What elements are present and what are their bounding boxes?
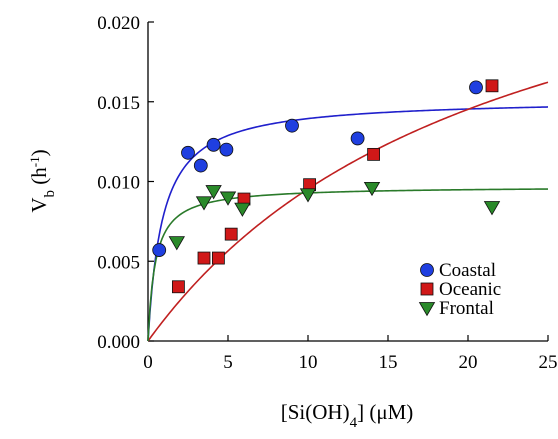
data-point-coastal bbox=[193, 158, 208, 173]
x-axis-label-sub: 4 bbox=[350, 415, 358, 431]
y-tick-label: 0.000 bbox=[97, 332, 140, 353]
y-tick-label: 0.015 bbox=[97, 93, 140, 114]
y-tick-label: 0.005 bbox=[97, 252, 140, 273]
x-axis-label: [Si(OH)4] (μM) bbox=[281, 400, 414, 431]
x-tick-label: 25 bbox=[539, 352, 558, 373]
fit-curve-frontal bbox=[147, 188, 549, 342]
legend-marker-coastal bbox=[420, 263, 434, 277]
y-axis-label-base: V bbox=[27, 197, 51, 212]
y-tick-label: 0.010 bbox=[97, 173, 140, 194]
data-point-oceanic bbox=[211, 251, 225, 265]
x-tick-label: 15 bbox=[379, 352, 398, 373]
y-axis-label-mid: (h bbox=[27, 167, 51, 190]
data-point-frontal bbox=[168, 236, 185, 251]
x-tick-label: 10 bbox=[299, 352, 318, 373]
y-axis-label-sup: -1 bbox=[27, 156, 42, 167]
legend-label-coastal: Coastal bbox=[439, 260, 496, 281]
y-tick-label: 0.020 bbox=[97, 13, 140, 34]
data-point-frontal bbox=[219, 191, 237, 206]
data-point-oceanic bbox=[224, 227, 238, 241]
x-tick-label: 0 bbox=[143, 352, 153, 373]
data-point-oceanic bbox=[171, 280, 185, 294]
y-axis-label: Vb (h-1) bbox=[27, 149, 59, 212]
ticks: 0 5 10 15 20 25 0.000 0.005 0.010 0.015 0.020 bbox=[97, 13, 557, 373]
data-point-frontal bbox=[363, 181, 381, 197]
data-point-coastal bbox=[206, 137, 221, 152]
y-axis-label-sub: b bbox=[42, 190, 58, 198]
x-tick-label: 20 bbox=[459, 352, 478, 373]
data-point-coastal bbox=[152, 243, 167, 257]
data-point-coastal bbox=[285, 118, 299, 133]
legend-marker-oceanic bbox=[420, 282, 434, 296]
legend-label-frontal: Frontal bbox=[439, 298, 494, 319]
data-point-oceanic bbox=[485, 79, 499, 93]
x-tick-label: 5 bbox=[223, 352, 233, 373]
y-axis-label-tail: ) bbox=[27, 149, 51, 156]
data-point-frontal bbox=[299, 188, 317, 203]
data-point-frontal bbox=[195, 196, 213, 211]
data-point-coastal bbox=[469, 80, 483, 95]
data-point-coastal bbox=[350, 131, 365, 146]
data-points bbox=[152, 79, 501, 294]
data-point-frontal bbox=[205, 185, 222, 200]
legend-marker-frontal bbox=[418, 302, 436, 317]
legend-label-oceanic: Oceanic bbox=[439, 279, 501, 300]
data-point-coastal bbox=[219, 142, 234, 157]
data-point-frontal bbox=[234, 202, 251, 217]
data-point-frontal bbox=[483, 201, 501, 216]
x-axis-label-tail: ] (μM) bbox=[357, 400, 413, 424]
data-point-coastal bbox=[181, 145, 195, 160]
data-point-oceanic bbox=[367, 147, 381, 161]
x-axis-label-base: [Si(OH) bbox=[281, 400, 350, 424]
data-point-oceanic bbox=[197, 251, 211, 265]
